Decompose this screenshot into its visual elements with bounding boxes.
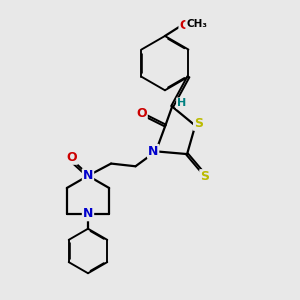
Text: S: S xyxy=(194,117,203,130)
Text: O: O xyxy=(179,19,190,32)
Text: H: H xyxy=(177,98,186,108)
Text: CH₃: CH₃ xyxy=(186,19,207,29)
Text: O: O xyxy=(136,107,147,120)
Text: N: N xyxy=(83,207,93,220)
Text: S: S xyxy=(200,170,209,183)
Text: N: N xyxy=(148,145,158,158)
Text: O: O xyxy=(66,151,77,164)
Text: N: N xyxy=(83,169,93,182)
